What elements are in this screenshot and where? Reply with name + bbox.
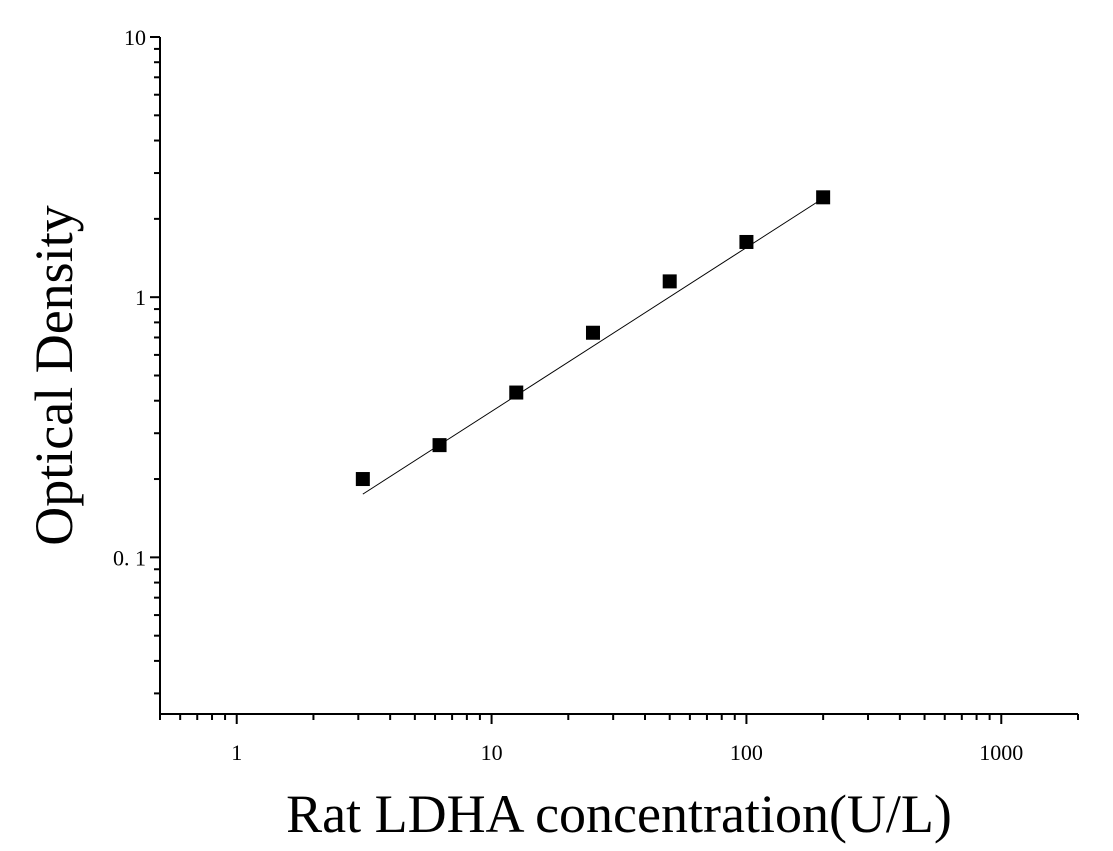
x-tick-label: 1000 — [979, 740, 1023, 765]
data-points — [355, 190, 831, 487]
x-tick-label: 10 — [481, 740, 503, 765]
y-tick-label: 1 — [135, 285, 146, 310]
data-point — [432, 438, 447, 453]
y-tick-label: 10 — [124, 25, 146, 50]
data-point — [739, 234, 754, 249]
y-axis-title: Optical Density — [24, 205, 84, 545]
x-tick-label: 1 — [231, 740, 242, 765]
y-tick-labels: 0. 1 1 10 — [113, 25, 146, 570]
data-point — [355, 472, 370, 487]
x-axis-title: Rat LDHA concentration(U/L) — [286, 784, 952, 844]
y-axis-ticks — [150, 36, 160, 695]
data-point — [585, 325, 600, 340]
data-point — [509, 385, 524, 400]
data-point — [662, 274, 677, 289]
y-tick-label: 0. 1 — [113, 545, 146, 570]
x-axis-ticks — [159, 714, 1079, 724]
data-point — [816, 190, 831, 205]
axes — [150, 36, 1079, 724]
fit-line — [362, 197, 824, 495]
x-tick-label: 100 — [730, 740, 763, 765]
x-tick-labels: 1 10 100 1000 — [231, 740, 1023, 765]
